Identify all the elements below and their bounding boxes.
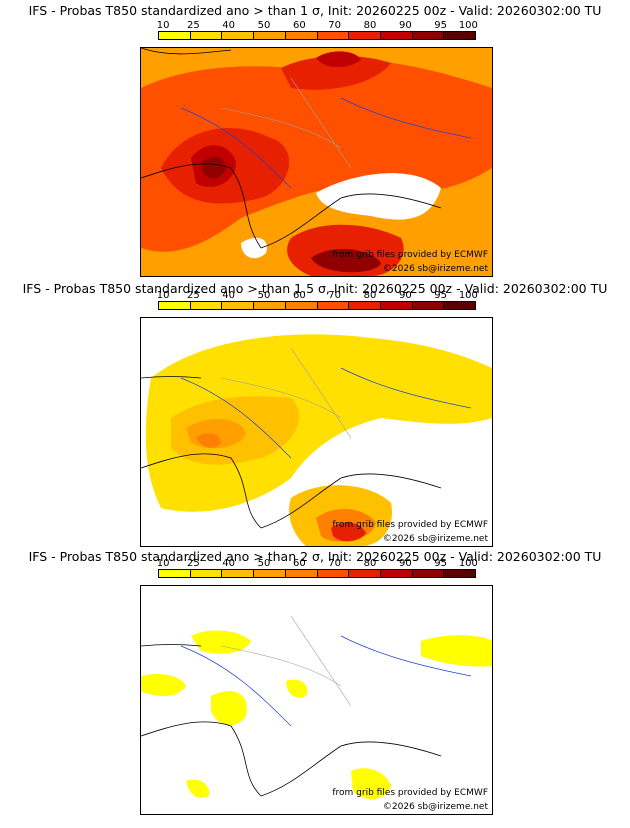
panel-3-color-scale: 10 25 40 50 60 70 80 90 95 100 [156,558,478,580]
scale-swatch [349,570,381,577]
panel-1-copyright: ©2026 sb@irizeme.net [382,264,488,274]
scale-swatch [159,570,191,577]
scale-tick-label: 80 [363,290,377,301]
panel-3-title: IFS - Probas T850 standardized ano > tha… [28,549,602,564]
scale-tick-label: 90 [398,558,412,569]
scale-tick-label: 90 [398,20,412,31]
scale-swatch [317,570,350,577]
panel-1-map: from grib files provided by ECMWF ©2026 … [140,47,493,277]
panel-3-copyright: ©2026 sb@irizeme.net [382,802,488,812]
panel-2-title: IFS - Probas T850 standardized ano > tha… [22,281,608,296]
scale-tick-label: 25 [186,558,200,569]
scale-tick-label: 70 [328,290,342,301]
scale-tick-label: 40 [222,558,236,569]
scale-tick-label: 10 [156,20,170,31]
scale-swatch [444,570,476,577]
scale-swatch [380,302,413,309]
scale-swatch [285,570,318,577]
scale-tick-label: 50 [257,558,271,569]
panel-2-color-scale: 10 25 40 50 60 70 80 90 95 100 [156,290,478,312]
scale-tick-label: 70 [328,558,342,569]
scale-tick-label: 95 [434,290,448,301]
scale-tick-label: 10 [156,558,170,569]
scale-swatch [380,32,413,39]
panel-2-map: from grib files provided by ECMWF ©2026 … [140,317,493,547]
scale-swatch [349,32,381,39]
scale-swatch [222,302,255,309]
scale-swatch [254,570,286,577]
scale-bar [158,569,476,578]
scale-swatch [349,302,381,309]
scale-swatch [254,302,286,309]
scale-swatch [412,570,445,577]
scale-tick-label: 10 [156,290,170,301]
scale-tick-label: 100 [458,290,478,301]
scale-tick-label: 40 [222,20,236,31]
scale-swatch [254,32,286,39]
scale-tick-label: 60 [292,558,306,569]
scale-swatch [285,32,318,39]
panel-1-color-scale: 10 25 40 50 60 70 80 90 95 100 [156,20,478,42]
scale-swatch [159,302,191,309]
scale-swatch [412,32,445,39]
scale-swatch [159,32,191,39]
scale-tick-label: 25 [186,20,200,31]
scale-swatch [317,302,350,309]
scale-tick-label: 25 [186,290,200,301]
panel-1-probability-map [141,48,492,276]
scale-swatch [222,32,255,39]
scale-swatch [190,32,223,39]
panel-2-probability-map [141,318,492,546]
panel-3-credit: from grib files provided by ECMWF [332,788,488,798]
panel-3-probability-map [141,586,492,814]
scale-tick-label: 80 [363,20,377,31]
scale-bar [158,301,476,310]
panel-1-title: IFS - Probas T850 standardized ano > tha… [28,3,602,18]
scale-swatch [380,570,413,577]
scale-tick-label: 90 [398,290,412,301]
scale-swatch [317,32,350,39]
scale-tick-label: 80 [363,558,377,569]
scale-swatch [444,302,476,309]
scale-tick-label: 70 [328,20,342,31]
scale-tick-label: 50 [257,20,271,31]
panel-2-copyright: ©2026 sb@irizeme.net [382,534,488,544]
scale-tick-label: 50 [257,290,271,301]
panel-3-map: from grib files provided by ECMWF ©2026 … [140,585,493,815]
scale-tick-label: 95 [434,558,448,569]
scale-tick-label: 60 [292,20,306,31]
scale-swatch [222,570,255,577]
scale-tick-label: 95 [434,20,448,31]
panel-2-credit: from grib files provided by ECMWF [332,520,488,530]
scale-swatch [444,32,476,39]
scale-swatch [190,302,223,309]
scale-swatch [412,302,445,309]
scale-tick-label: 60 [292,290,306,301]
panel-1-credit: from grib files provided by ECMWF [332,250,488,260]
scale-swatch [190,570,223,577]
scale-tick-label: 100 [458,20,478,31]
scale-tick-label: 40 [222,290,236,301]
scale-swatch [285,302,318,309]
scale-bar [158,31,476,40]
scale-tick-label: 100 [458,558,478,569]
